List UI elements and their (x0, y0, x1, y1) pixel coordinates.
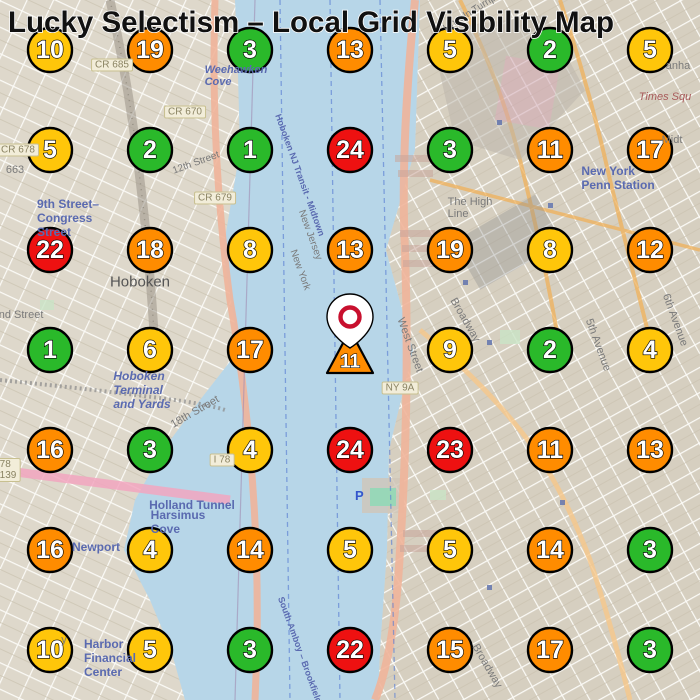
svg-text:4: 4 (643, 336, 657, 364)
svg-text:3: 3 (643, 636, 657, 664)
svg-text:19: 19 (436, 236, 464, 264)
svg-text:14: 14 (236, 536, 264, 564)
svg-text:4: 4 (143, 536, 157, 564)
svg-text:P: P (355, 488, 364, 503)
svg-text:3: 3 (443, 136, 457, 164)
svg-text:14: 14 (536, 536, 564, 564)
svg-text:17: 17 (636, 136, 664, 164)
svg-text:19: 19 (136, 36, 164, 64)
svg-text:2: 2 (543, 336, 557, 364)
svg-text:2: 2 (543, 36, 557, 64)
svg-text:16: 16 (36, 536, 64, 564)
svg-text:9: 9 (443, 336, 457, 364)
svg-text:5: 5 (443, 536, 457, 564)
svg-text:8: 8 (543, 236, 557, 264)
svg-text:1: 1 (243, 136, 257, 164)
svg-text:22: 22 (336, 636, 364, 664)
svg-text:11: 11 (537, 136, 564, 164)
svg-text:5: 5 (443, 36, 457, 64)
svg-text:18: 18 (136, 236, 164, 264)
svg-text:3: 3 (243, 636, 257, 664)
svg-text:5: 5 (643, 36, 657, 64)
svg-text:24: 24 (336, 136, 364, 164)
svg-text:1: 1 (43, 336, 57, 364)
svg-text:15: 15 (436, 636, 464, 664)
svg-text:17: 17 (236, 336, 264, 364)
svg-text:11: 11 (537, 436, 564, 464)
svg-text:24: 24 (336, 436, 364, 464)
svg-text:3: 3 (143, 436, 157, 464)
svg-text:2: 2 (143, 136, 157, 164)
svg-text:12: 12 (636, 236, 664, 264)
svg-text:13: 13 (336, 236, 364, 264)
svg-text:3: 3 (243, 36, 257, 64)
svg-text:8: 8 (243, 236, 257, 264)
svg-text:3: 3 (643, 536, 657, 564)
svg-text:6: 6 (143, 336, 157, 364)
svg-text:5: 5 (43, 136, 57, 164)
svg-text:10: 10 (36, 636, 64, 664)
svg-text:13: 13 (636, 436, 664, 464)
svg-text:5: 5 (343, 536, 357, 564)
svg-text:22: 22 (36, 236, 64, 264)
svg-text:13: 13 (336, 36, 364, 64)
svg-text:17: 17 (536, 636, 564, 664)
svg-text:10: 10 (36, 36, 64, 64)
svg-text:5: 5 (143, 636, 157, 664)
svg-text:11: 11 (340, 352, 361, 373)
svg-text:16: 16 (36, 436, 64, 464)
svg-text:23: 23 (436, 436, 464, 464)
svg-text:4: 4 (243, 436, 257, 464)
